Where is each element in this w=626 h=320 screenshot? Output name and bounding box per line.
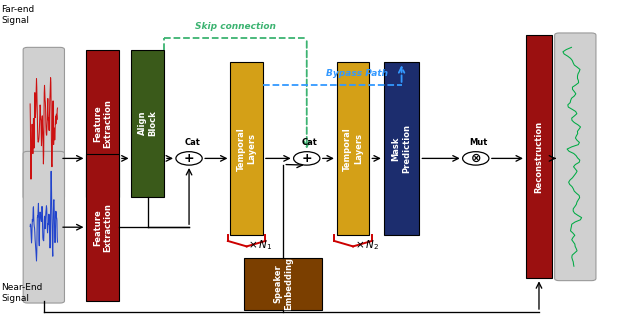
FancyBboxPatch shape bbox=[244, 258, 322, 310]
FancyBboxPatch shape bbox=[23, 47, 64, 199]
Text: Temporal
Layers: Temporal Layers bbox=[237, 127, 257, 171]
Text: +: + bbox=[302, 152, 312, 165]
Text: $\times\,N_1$: $\times\,N_1$ bbox=[249, 238, 272, 252]
Circle shape bbox=[463, 152, 489, 165]
Text: Reconstruction: Reconstruction bbox=[535, 121, 543, 193]
FancyBboxPatch shape bbox=[230, 62, 263, 235]
FancyBboxPatch shape bbox=[86, 154, 119, 301]
Text: Near-End
Signal: Near-End Signal bbox=[1, 283, 43, 303]
Text: Feature
Extraction: Feature Extraction bbox=[93, 99, 113, 148]
FancyBboxPatch shape bbox=[526, 35, 552, 278]
Text: Speaker
Embedding: Speaker Embedding bbox=[274, 258, 293, 310]
FancyBboxPatch shape bbox=[23, 151, 64, 303]
Text: Temporal
Layers: Temporal Layers bbox=[343, 127, 363, 171]
Text: Bypass Path: Bypass Path bbox=[326, 69, 388, 78]
Text: $\times\,N_2$: $\times\,N_2$ bbox=[355, 238, 379, 252]
Text: +: + bbox=[184, 152, 194, 165]
Text: Skip connection: Skip connection bbox=[195, 22, 276, 31]
Text: ⊗: ⊗ bbox=[471, 152, 481, 165]
FancyBboxPatch shape bbox=[555, 33, 596, 281]
FancyBboxPatch shape bbox=[86, 50, 119, 197]
Text: Feature
Extraction: Feature Extraction bbox=[93, 203, 113, 252]
Text: Far-end
Signal: Far-end Signal bbox=[1, 5, 34, 25]
Text: Align
Block: Align Block bbox=[138, 110, 158, 136]
FancyBboxPatch shape bbox=[337, 62, 369, 235]
Text: Cat: Cat bbox=[184, 138, 200, 147]
FancyBboxPatch shape bbox=[131, 50, 164, 197]
Text: Cat: Cat bbox=[302, 138, 318, 147]
FancyBboxPatch shape bbox=[384, 62, 419, 235]
Text: Mask
Prediction: Mask Prediction bbox=[392, 124, 411, 173]
Text: Mut: Mut bbox=[470, 138, 488, 147]
Circle shape bbox=[294, 152, 320, 165]
Circle shape bbox=[176, 152, 202, 165]
